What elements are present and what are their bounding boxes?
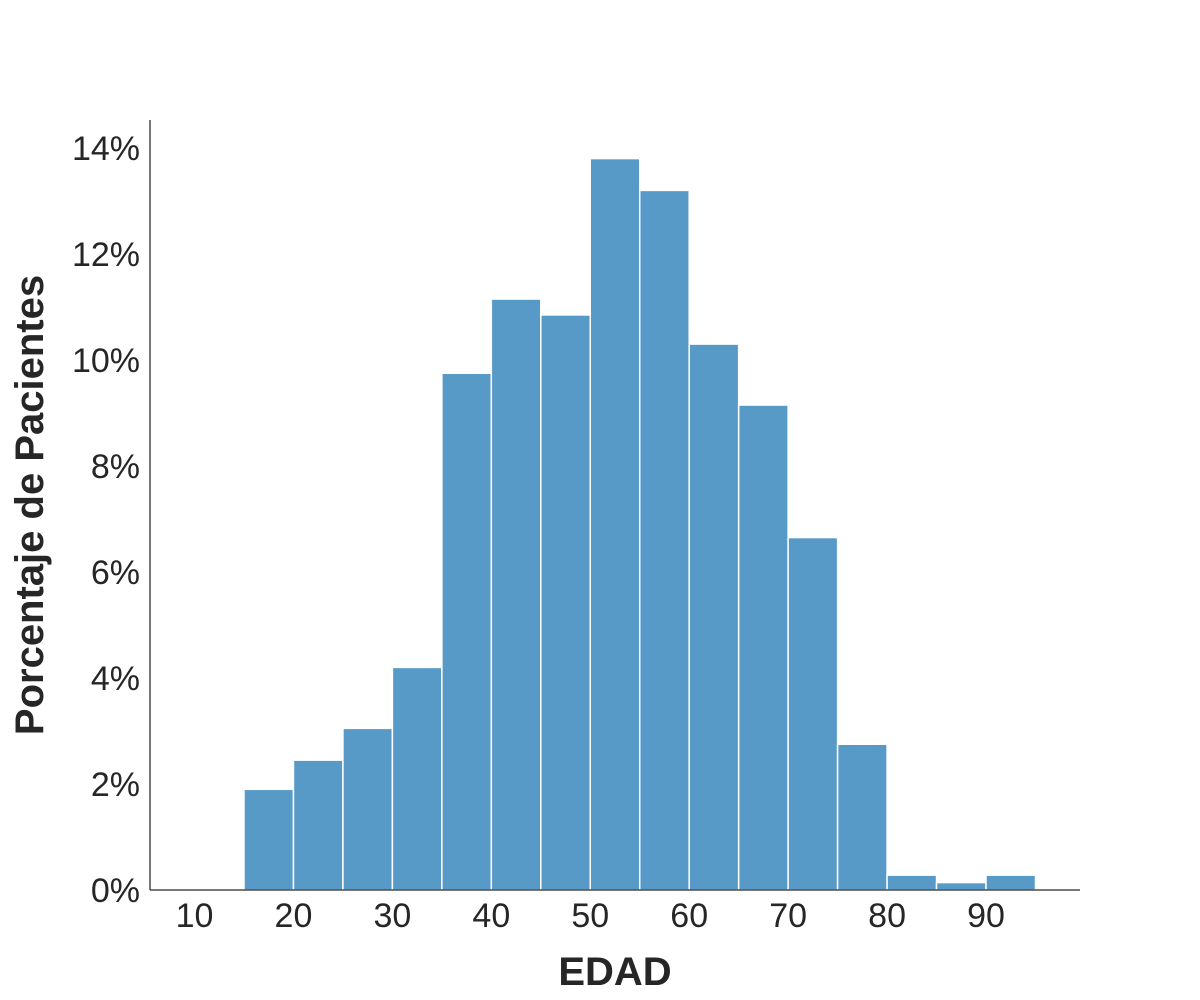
y-tick-label: 8% xyxy=(91,448,140,486)
x-tick-label: 30 xyxy=(373,897,411,935)
x-tick-label: 70 xyxy=(769,897,807,935)
histogram-bar-80-85 xyxy=(886,874,938,891)
histogram-bar-65-70 xyxy=(737,404,789,891)
y-tick-label: 10% xyxy=(72,342,140,380)
x-tick-label: 50 xyxy=(571,897,609,935)
y-tick-label: 14% xyxy=(72,130,140,168)
x-tick-label: 10 xyxy=(176,897,214,935)
x-tick-label: 40 xyxy=(472,897,510,935)
y-tick-labels: 0% 2% 4% 6% 8% 10% 12% 14% xyxy=(72,130,140,910)
histogram-bar-30-35 xyxy=(391,666,443,891)
histogram-bar-55-60 xyxy=(638,189,690,891)
y-tick-label: 2% xyxy=(91,766,140,804)
x-axis-title: EDAD xyxy=(558,950,671,994)
x-tick-label: 20 xyxy=(275,897,313,935)
histogram-bar-75-80 xyxy=(836,743,888,891)
x-tick-label: 90 xyxy=(967,897,1005,935)
histogram-bar-25-30 xyxy=(342,727,394,891)
y-tick-label: 6% xyxy=(91,554,140,592)
histogram-bar-40-45 xyxy=(490,298,542,891)
histogram-bar-35-40 xyxy=(441,372,493,891)
x-tick-label: 60 xyxy=(670,897,708,935)
bars-group xyxy=(243,157,1037,891)
histogram-bar-60-65 xyxy=(688,343,740,891)
x-tick-labels: 10 20 30 40 50 60 70 80 90 xyxy=(176,897,1005,935)
y-axis-title: Porcentaje de Pacientes xyxy=(8,275,52,735)
histogram-bar-90-95 xyxy=(985,874,1037,891)
y-tick-label: 0% xyxy=(91,872,140,910)
histogram-bar-85-90 xyxy=(935,881,987,891)
histogram-bar-70-75 xyxy=(787,536,839,891)
histogram-bar-45-50 xyxy=(540,314,592,891)
axes-group xyxy=(149,120,1080,891)
y-tick-label: 4% xyxy=(91,660,140,698)
x-tick-label: 80 xyxy=(868,897,906,935)
histogram-bar-50-55 xyxy=(589,157,641,891)
histogram-bar-15-20 xyxy=(243,788,295,891)
histogram-bar-20-25 xyxy=(292,759,344,891)
y-tick-label: 12% xyxy=(72,236,140,274)
